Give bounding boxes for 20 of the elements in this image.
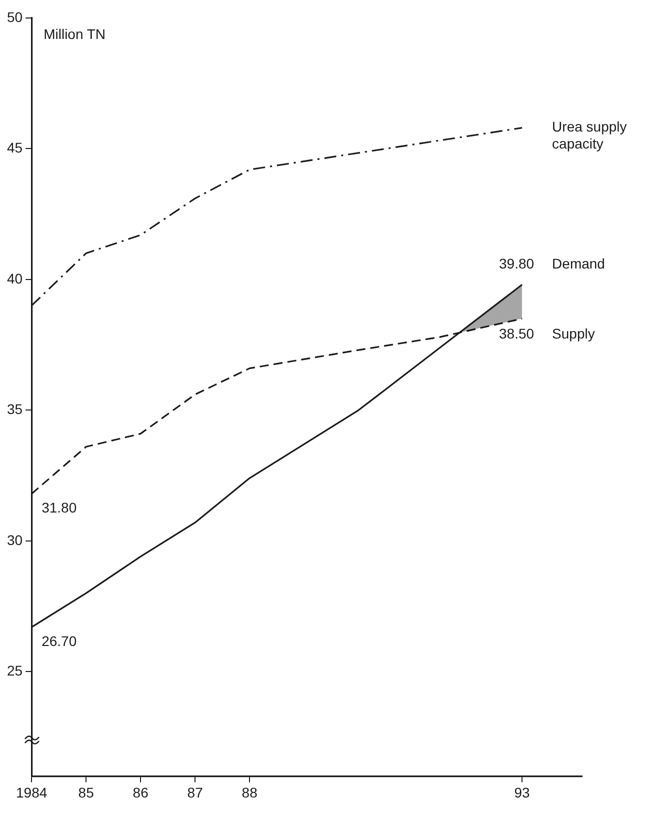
x-tick-label: 88 — [242, 784, 258, 800]
y-tick-label: 35 — [6, 401, 23, 418]
data-label: 39.80 — [499, 256, 534, 272]
x-tick-label: 85 — [78, 784, 94, 800]
y-axis-title: Million TN — [44, 26, 106, 42]
y-tick-label: 30 — [6, 532, 23, 548]
x-tick-label: 93 — [514, 784, 530, 800]
y-tick-label: 40 — [6, 270, 23, 286]
y-tick-label: 25 — [6, 662, 23, 678]
x-tick-label: 87 — [187, 784, 204, 800]
x-tick-label: 1984 — [16, 784, 48, 800]
y-tick-label: 50 — [6, 8, 23, 25]
y-tick-label: 45 — [6, 140, 23, 156]
data-label: 38.50 — [499, 326, 534, 342]
text: Supply — [552, 326, 595, 342]
x-tick-label: 86 — [132, 784, 149, 800]
data-label: 26.70 — [42, 633, 77, 650]
text: Demand — [552, 256, 605, 272]
data-label: 31.80 — [42, 500, 77, 516]
text: Urea supply capacity — [552, 118, 627, 152]
